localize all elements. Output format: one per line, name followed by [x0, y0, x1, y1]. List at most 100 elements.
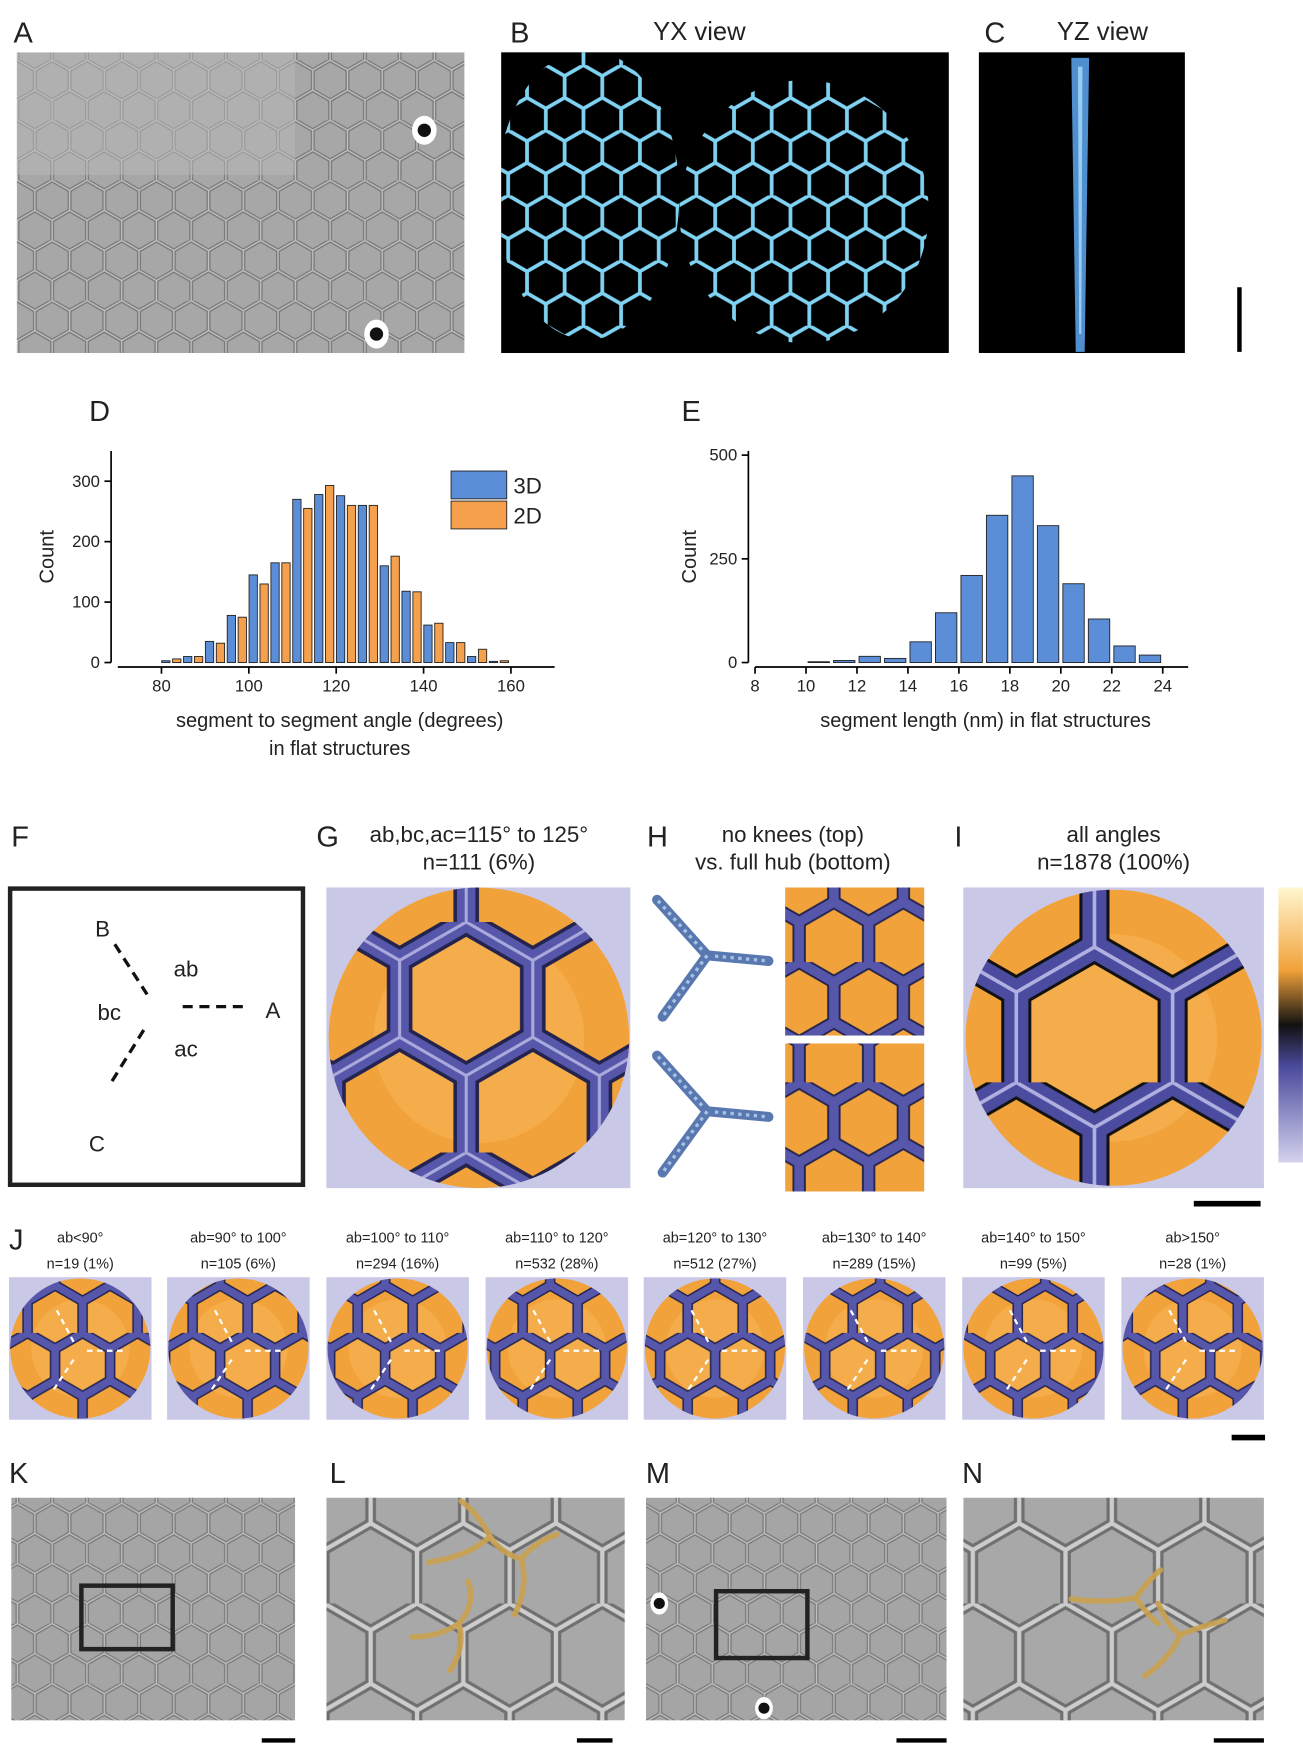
bar [423, 624, 433, 663]
arm-guide [1003, 1358, 1028, 1394]
micrograph [963, 1497, 1264, 1721]
arm-guide [208, 1358, 233, 1394]
x-tick-label: 140 [410, 676, 438, 695]
arm-guide [685, 1358, 710, 1394]
bar [401, 590, 411, 663]
arm-guide [372, 1307, 392, 1343]
class-count: n=512 (27%) [673, 1256, 756, 1272]
average-lattice [10, 1278, 151, 1419]
bar [303, 507, 313, 663]
class-label: ab=140° to 150° [981, 1231, 1086, 1247]
diagram-frame [7, 886, 306, 1188]
arm-c [107, 1029, 146, 1087]
colorbar [1278, 887, 1303, 1163]
bar [259, 583, 269, 663]
x-axis-label: segment to segment angle (degrees) [176, 710, 503, 732]
diagram-label: bc [97, 1000, 121, 1025]
y-tick-label: 200 [72, 532, 100, 551]
arm-guide [1162, 1358, 1187, 1394]
y-tick-label: 0 [728, 653, 737, 672]
bar [292, 498, 302, 663]
panel-label: K [9, 1458, 28, 1490]
average-map [1122, 1278, 1263, 1419]
traced-hub [1133, 1567, 1164, 1601]
bar [226, 614, 236, 663]
average-lattice [327, 1278, 468, 1419]
hub-arm-detail [707, 953, 769, 963]
gold-bead-core [369, 327, 384, 341]
bar [281, 562, 291, 663]
view-title: YZ view [1057, 18, 1149, 46]
average-map [486, 1278, 628, 1419]
average-map [963, 1278, 1104, 1419]
bar [1138, 654, 1162, 663]
legend-swatch [450, 470, 508, 500]
class-count: n=105 (6%) [201, 1256, 276, 1272]
arm-guide [844, 1358, 869, 1394]
micrograph-a [16, 52, 465, 353]
arm-guide [54, 1307, 75, 1343]
y-axis-label: Count [37, 530, 59, 584]
average-lattice [804, 1278, 945, 1419]
class-label: ab=90° to 100° [190, 1231, 286, 1247]
panel-label: J [9, 1224, 23, 1256]
x-tick-label: 20 [1052, 676, 1071, 695]
arm-guide [531, 1307, 552, 1343]
arm-guide [848, 1307, 869, 1343]
average-lattice [644, 1278, 786, 1419]
side-view-highlight [1077, 66, 1083, 335]
legend-swatch [450, 500, 508, 530]
x-axis-label: in flat structures [269, 738, 410, 760]
average-lattice [168, 1278, 309, 1419]
bar [456, 642, 466, 663]
traced-hub [1142, 1631, 1184, 1679]
average-map [965, 889, 1262, 1186]
arm-guide [367, 1358, 392, 1394]
x-tick-label: 12 [848, 676, 867, 695]
bar [161, 660, 171, 663]
hub-arm-detail [661, 954, 709, 1018]
bar [412, 591, 422, 663]
panel-label: G [316, 821, 339, 853]
panel-label: D [89, 396, 110, 428]
bar [172, 658, 182, 663]
class-count: n=294 (16%) [356, 1256, 439, 1272]
arm-guide [50, 1358, 75, 1394]
y-tick-label: 300 [72, 472, 100, 491]
x-tick-label: 18 [1001, 676, 1020, 695]
x-tick-label: 22 [1102, 676, 1121, 695]
traced-hub [511, 1556, 527, 1618]
average-map [328, 887, 630, 1189]
class-count: n=19 (1%) [47, 1256, 114, 1272]
x-axis-label: segment length (nm) in flat structures [820, 710, 1151, 732]
x-tick-label: 80 [152, 676, 171, 695]
bar [183, 656, 193, 663]
panel-title: vs. full hub (bottom) [695, 850, 891, 875]
arm-guide [212, 1307, 233, 1343]
average-map [644, 1278, 786, 1419]
bar [215, 642, 226, 663]
image-texture [645, 1497, 947, 1721]
diagram-label: A [265, 998, 280, 1023]
bar [1011, 475, 1034, 663]
image-texture [963, 1497, 1264, 1721]
image-haze [16, 52, 296, 175]
class-label: ab<90° [57, 1231, 103, 1247]
image-texture [11, 1497, 296, 1721]
panel-label: H [647, 821, 668, 853]
micrograph [645, 1497, 947, 1721]
panel-label: B [510, 17, 529, 49]
bar [477, 648, 488, 663]
bar [270, 562, 280, 663]
traced-hub [1068, 1595, 1139, 1604]
bar [237, 616, 247, 663]
panel-title: no knees (top) [722, 822, 864, 847]
arm-guide [689, 1307, 710, 1343]
panel-label: L [330, 1458, 346, 1490]
y-tick-label: 100 [72, 593, 100, 612]
x-tick-label: 160 [497, 676, 525, 695]
panel-label: I [954, 821, 962, 853]
bar [248, 574, 258, 663]
